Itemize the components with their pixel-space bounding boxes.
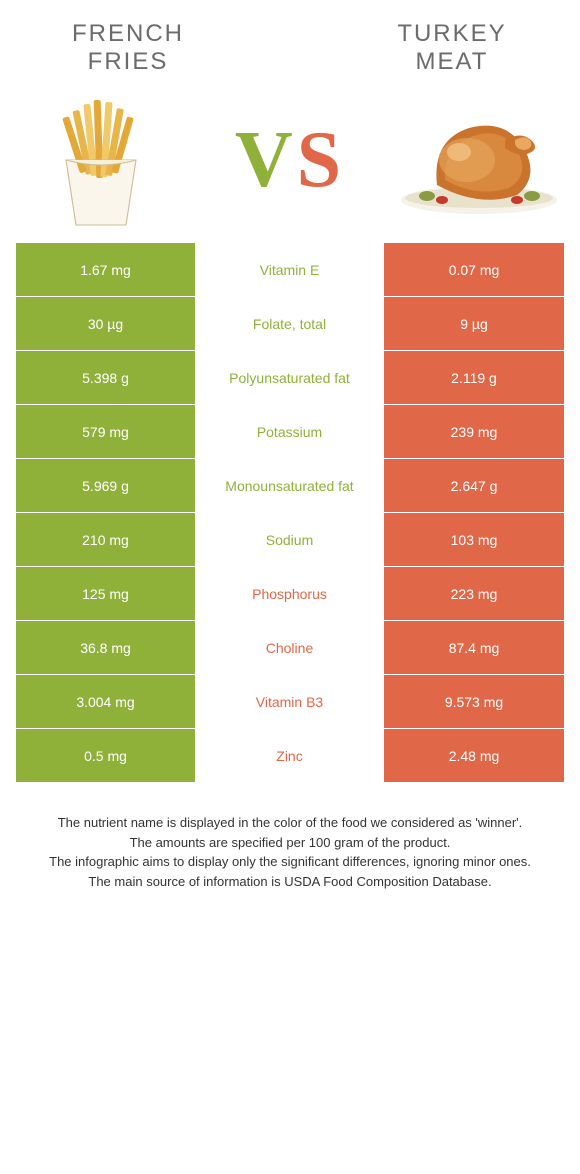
french-fries-image [16,85,186,235]
left-value: 5.969 g [16,459,196,512]
fries-icon [31,90,171,230]
table-row: 0.5 mgZinc2.48 mg [16,729,564,783]
left-value: 0.5 mg [16,729,196,782]
nutrient-name: Folate, total [196,297,384,350]
table-row: 30 µgFolate, total9 µg [16,297,564,351]
left-value: 579 mg [16,405,196,458]
footer-line1: The nutrient name is displayed in the co… [26,813,554,833]
right-title-line2: meat [416,48,489,75]
nutrient-name: Monounsaturated fat [196,459,384,512]
left-title-line1: French [72,20,184,47]
nutrient-name: Zinc [196,729,384,782]
right-value: 9.573 mg [384,675,564,728]
vs-v: V [235,116,297,204]
left-value: 1.67 mg [16,243,196,296]
right-value: 2.647 g [384,459,564,512]
right-value: 239 mg [384,405,564,458]
infographic-container: French fries Turkey meat VS [0,0,580,921]
left-title-line2: fries [88,48,169,75]
table-row: 1.67 mgVitamin E0.07 mg [16,243,564,297]
left-value: 5.398 g [16,351,196,404]
turkey-icon [397,100,562,220]
right-value: 223 mg [384,567,564,620]
left-value: 36.8 mg [16,621,196,674]
nutrient-name: Vitamin E [196,243,384,296]
left-value: 125 mg [16,567,196,620]
left-value: 30 µg [16,297,196,350]
nutrient-name: Choline [196,621,384,674]
right-value: 0.07 mg [384,243,564,296]
nutrient-name: Potassium [196,405,384,458]
nutrient-name: Sodium [196,513,384,566]
vs-s: S [297,116,346,204]
footer-notes: The nutrient name is displayed in the co… [16,813,564,891]
right-value: 2.48 mg [384,729,564,782]
table-row: 210 mgSodium103 mg [16,513,564,567]
footer-line3: The infographic aims to display only the… [26,852,554,872]
right-value: 2.119 g [384,351,564,404]
titles-row: French fries Turkey meat [16,20,564,75]
right-food-title: Turkey meat [350,20,564,75]
foods-row: VS [16,85,564,235]
footer-line4: The main source of information is USDA F… [26,872,554,892]
right-value: 87.4 mg [384,621,564,674]
nutrient-name: Polyunsaturated fat [196,351,384,404]
right-title-line1: Turkey [397,20,506,47]
left-value: 210 mg [16,513,196,566]
table-row: 5.969 gMonounsaturated fat2.647 g [16,459,564,513]
left-value: 3.004 mg [16,675,196,728]
nutrient-name: Vitamin B3 [196,675,384,728]
vs-label: VS [235,120,345,200]
nutrient-name: Phosphorus [196,567,384,620]
table-row: 3.004 mgVitamin B39.573 mg [16,675,564,729]
left-food-title: French fries [16,20,230,75]
table-row: 125 mgPhosphorus223 mg [16,567,564,621]
nutrient-table: 1.67 mgVitamin E0.07 mg30 µgFolate, tota… [16,243,564,783]
table-row: 36.8 mgCholine87.4 mg [16,621,564,675]
right-value: 103 mg [384,513,564,566]
table-row: 5.398 gPolyunsaturated fat2.119 g [16,351,564,405]
turkey-image [394,85,564,235]
right-value: 9 µg [384,297,564,350]
footer-line2: The amounts are specified per 100 gram o… [26,833,554,853]
table-row: 579 mgPotassium239 mg [16,405,564,459]
